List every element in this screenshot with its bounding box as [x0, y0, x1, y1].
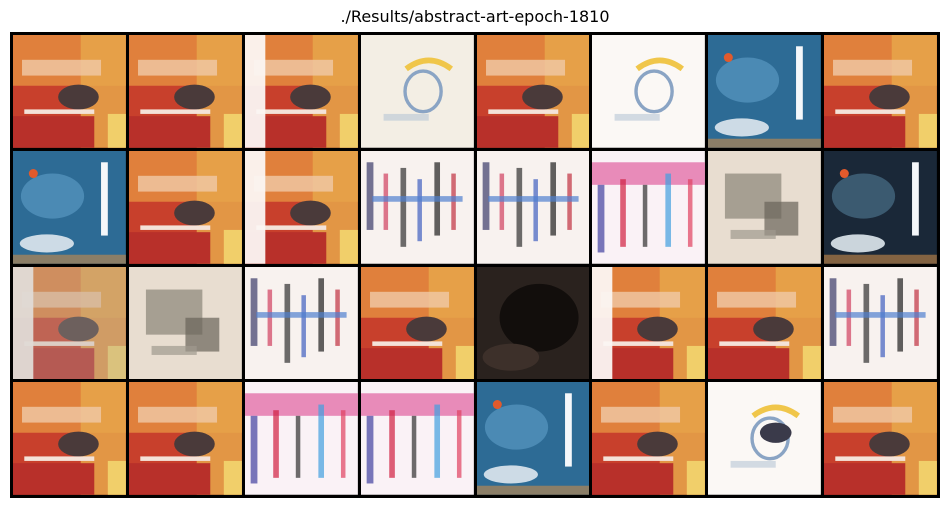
generated-artwork — [708, 382, 822, 495]
generated-artwork — [824, 150, 937, 264]
generated-artwork — [824, 382, 937, 495]
image-tile — [708, 35, 822, 148]
image-tile — [13, 382, 126, 495]
image-tile — [360, 150, 474, 264]
generated-artwork — [13, 35, 126, 148]
image-tile — [128, 266, 242, 380]
generated-artwork — [13, 382, 126, 495]
generated-artwork — [476, 266, 590, 380]
image-tile — [360, 266, 474, 380]
image-tile — [708, 150, 822, 264]
generated-artwork — [244, 35, 358, 148]
generated-artwork — [360, 266, 474, 380]
generated-artwork — [360, 382, 474, 495]
image-tile — [824, 382, 937, 495]
image-tile — [592, 150, 706, 264]
image-tile — [824, 266, 937, 380]
generated-artwork — [708, 150, 822, 264]
generated-artwork — [360, 35, 474, 148]
generated-artwork — [476, 35, 590, 148]
generated-artwork — [13, 266, 126, 380]
generated-artwork — [13, 150, 126, 264]
generated-artwork — [476, 382, 590, 495]
generated-artwork — [128, 150, 242, 264]
image-tile — [824, 35, 937, 148]
generated-artwork — [244, 266, 358, 380]
image-tile — [592, 266, 706, 380]
image-tile — [708, 382, 822, 495]
generated-artwork — [592, 150, 706, 264]
image-tile — [244, 150, 358, 264]
image-tile — [592, 382, 706, 495]
image-tile — [13, 35, 126, 148]
generated-artwork — [360, 150, 474, 264]
generated-artwork — [244, 382, 358, 495]
image-tile — [128, 35, 242, 148]
image-tile — [244, 382, 358, 495]
generated-artwork — [128, 35, 242, 148]
figure-title: ./Results/abstract-art-epoch-1810 — [340, 7, 610, 26]
image-tile — [360, 35, 474, 148]
image-tile — [476, 150, 590, 264]
generated-artwork — [128, 266, 242, 380]
generated-artwork — [592, 266, 706, 380]
image-tile — [13, 266, 126, 380]
generated-artwork — [244, 150, 358, 264]
image-tile — [128, 150, 242, 264]
image-tile — [360, 382, 474, 495]
generated-artwork — [824, 35, 937, 148]
image-tile — [13, 150, 126, 264]
generated-artwork — [592, 382, 706, 495]
generated-artwork — [592, 35, 706, 148]
generated-artwork — [708, 35, 822, 148]
image-tile — [244, 266, 358, 380]
generated-artwork — [708, 266, 822, 380]
generated-artwork — [476, 150, 590, 264]
generated-artwork — [128, 382, 242, 495]
image-tile — [476, 382, 590, 495]
image-grid — [10, 32, 940, 498]
image-tile — [244, 35, 358, 148]
generated-artwork — [824, 266, 937, 380]
image-tile — [476, 266, 590, 380]
image-tile — [824, 150, 937, 264]
image-tile — [476, 35, 590, 148]
image-tile — [128, 382, 242, 495]
image-tile — [592, 35, 706, 148]
image-tile — [708, 266, 822, 380]
